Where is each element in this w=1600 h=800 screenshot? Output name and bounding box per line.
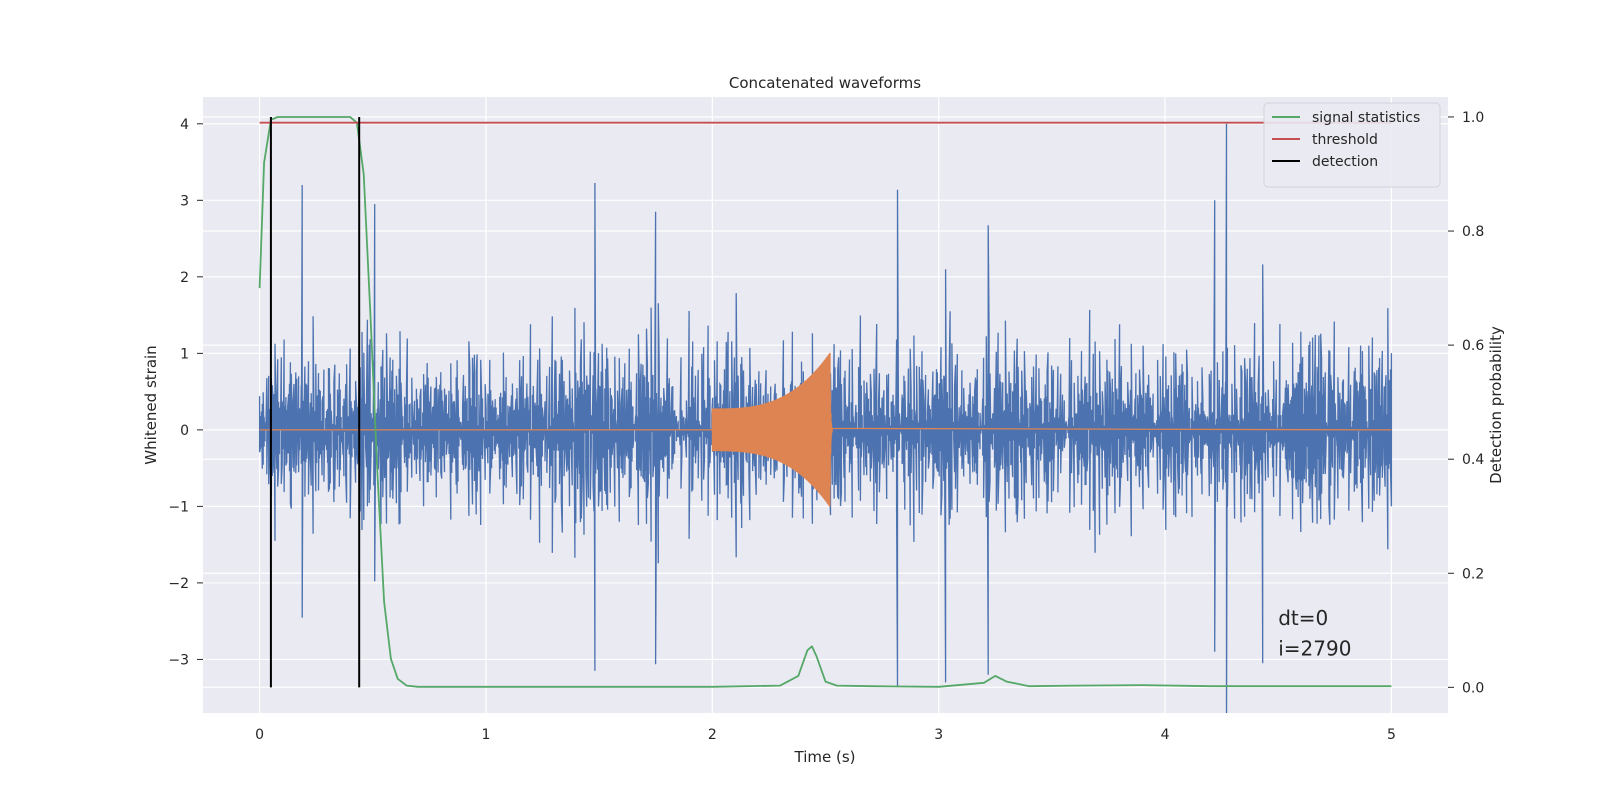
legend-box <box>1263 102 1441 188</box>
legend: signal statistics threshold detection <box>1263 102 1441 188</box>
x-tick-label: 0 <box>255 727 264 743</box>
series-chirp-line <box>259 352 1392 507</box>
x-axis-label: Time (s) <box>794 748 856 766</box>
y-tick-label: −3 <box>168 652 189 668</box>
legend-label: detection <box>1312 154 1378 170</box>
chart-title: Concatenated waveforms <box>729 74 921 92</box>
y2-tick-label: 0.8 <box>1462 224 1484 240</box>
y-tick-label: 0 <box>180 423 189 439</box>
y-tick-label: 2 <box>180 270 189 286</box>
tick-labels: 0 1 2 3 4 5 −3 −2 −1 0 1 2 3 4 0.0 0.2 0.4 0.6 0.8 1.0 <box>168 110 1484 743</box>
annotations: dt=0 i=2790 <box>1278 606 1351 661</box>
y-tick-label: 3 <box>180 193 189 209</box>
annotation-text: i=2790 <box>1278 637 1351 661</box>
y2-tick-label: 0.0 <box>1462 680 1484 696</box>
series-signal-statistics-line <box>258 116 1392 688</box>
plot-content <box>258 116 1393 713</box>
legend-label: threshold <box>1312 132 1378 148</box>
y-tick-label: −1 <box>168 499 189 515</box>
y2-tick-label: 0.2 <box>1462 566 1484 582</box>
annotation-text: dt=0 <box>1278 606 1328 630</box>
y-axis-label: Whitened strain <box>142 345 160 464</box>
x-tick-label: 1 <box>481 727 490 743</box>
y2-tick-label: 1.0 <box>1462 110 1484 126</box>
x-tick-label: 3 <box>934 727 943 743</box>
secondary-y-axis-label: Detection probability <box>1487 326 1505 484</box>
x-tick-label: 2 <box>708 727 717 743</box>
y2-tick-label: 0.4 <box>1462 452 1484 468</box>
legend-label: signal statistics <box>1312 110 1420 126</box>
y-tick-label: 1 <box>180 346 189 362</box>
y2-tick-label: 0.6 <box>1462 338 1484 354</box>
y-tick-label: −2 <box>168 576 189 592</box>
x-tick-label: 5 <box>1387 727 1396 743</box>
y-tick-label: 4 <box>180 117 189 133</box>
x-tick-label: 4 <box>1161 727 1170 743</box>
